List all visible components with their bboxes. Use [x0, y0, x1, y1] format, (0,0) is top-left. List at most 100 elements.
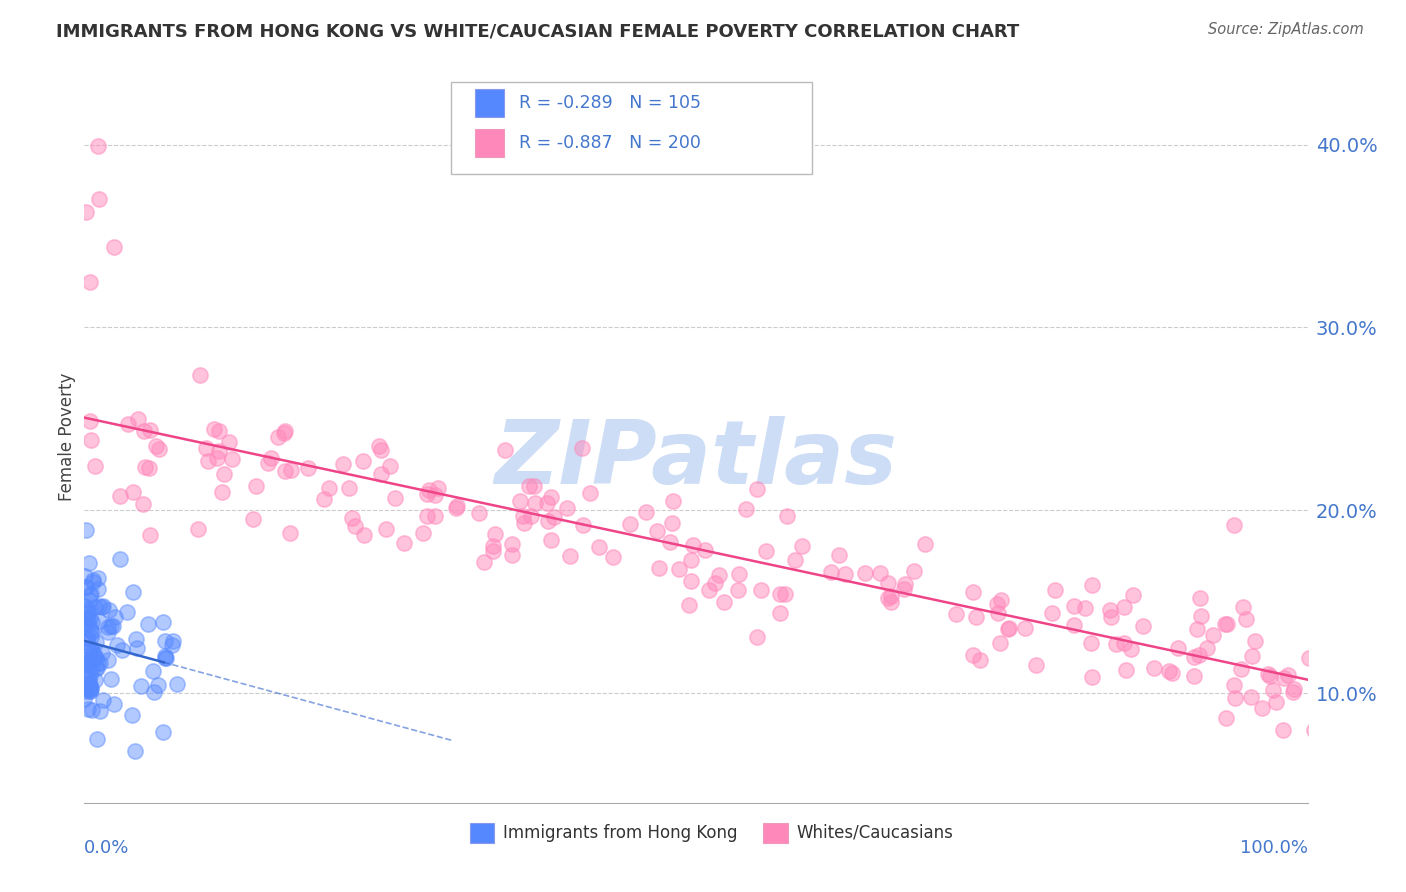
- Point: [82, 645, 104, 659]
- Point: [1187, 648, 1209, 662]
- Point: [1074, 600, 1097, 615]
- Point: [267, 430, 290, 444]
- Point: [343, 519, 366, 533]
- Point: [89, 704, 111, 718]
- Point: [1119, 642, 1142, 657]
- Point: [121, 707, 143, 722]
- Point: [79, 588, 101, 602]
- Point: [105, 638, 128, 652]
- Point: [73, 620, 96, 634]
- Point: [274, 464, 297, 478]
- Point: [1185, 623, 1208, 637]
- Point: [75, 671, 97, 685]
- Point: [879, 590, 901, 604]
- Point: [519, 478, 541, 492]
- Point: [755, 544, 778, 558]
- Point: [77, 702, 100, 716]
- Point: [75, 205, 97, 219]
- Text: Immigrants from Hong Kong: Immigrants from Hong Kong: [503, 824, 737, 842]
- Point: [555, 500, 578, 515]
- Point: [153, 634, 176, 648]
- Point: [187, 522, 209, 536]
- Point: [1302, 723, 1324, 737]
- Text: IMMIGRANTS FROM HONG KONG VS WHITE/CAUCASIAN FEMALE POVERTY CORRELATION CHART: IMMIGRANTS FROM HONG KONG VS WHITE/CAUCA…: [56, 22, 1019, 40]
- Point: [245, 478, 267, 492]
- Point: [77, 681, 100, 696]
- Point: [969, 653, 991, 667]
- Point: [97, 620, 120, 634]
- Point: [1244, 634, 1267, 648]
- Point: [828, 548, 851, 562]
- Point: [73, 692, 96, 706]
- Point: [145, 439, 167, 453]
- Point: [148, 442, 170, 456]
- Point: [86, 571, 108, 585]
- Point: [152, 615, 174, 629]
- Point: [727, 567, 749, 582]
- Point: [134, 459, 156, 474]
- Point: [79, 654, 101, 668]
- Point: [142, 665, 165, 679]
- Point: [87, 582, 110, 596]
- Point: [1157, 664, 1180, 678]
- Point: [444, 500, 467, 515]
- Point: [1272, 723, 1295, 737]
- Point: [100, 673, 122, 687]
- Point: [914, 537, 936, 551]
- Point: [218, 435, 240, 450]
- Point: [425, 508, 447, 523]
- Point: [124, 744, 146, 758]
- Point: [588, 541, 610, 555]
- Point: [332, 458, 354, 472]
- Point: [880, 595, 903, 609]
- Point: [207, 444, 229, 458]
- Point: [682, 538, 704, 552]
- Point: [73, 569, 96, 583]
- Point: [425, 488, 447, 502]
- Point: [79, 622, 101, 636]
- Point: [89, 614, 111, 628]
- Point: [89, 656, 111, 670]
- Point: [769, 606, 792, 620]
- Text: ZIPatlas: ZIPatlas: [495, 416, 897, 502]
- Point: [869, 566, 891, 580]
- Point: [79, 668, 101, 682]
- Point: [474, 555, 496, 569]
- Point: [132, 425, 155, 439]
- Point: [76, 601, 98, 615]
- Point: [110, 551, 132, 566]
- Point: [370, 443, 392, 458]
- Point: [197, 454, 219, 468]
- Point: [703, 575, 725, 590]
- Point: [259, 450, 281, 465]
- Point: [80, 703, 103, 717]
- Point: [536, 495, 558, 509]
- Point: [80, 681, 103, 695]
- Point: [97, 624, 120, 639]
- Point: [484, 527, 506, 541]
- Point: [1115, 663, 1137, 677]
- Point: [75, 683, 97, 698]
- Point: [494, 443, 516, 458]
- Point: [370, 467, 392, 481]
- Point: [76, 655, 98, 669]
- Point: [1195, 640, 1218, 655]
- Point: [986, 597, 1008, 611]
- Point: [1189, 609, 1212, 624]
- Point: [214, 467, 236, 481]
- Point: [513, 516, 536, 530]
- Point: [76, 609, 98, 624]
- Point: [1261, 682, 1284, 697]
- Point: [1215, 711, 1237, 725]
- Point: [520, 509, 543, 524]
- Point: [166, 677, 188, 691]
- Point: [693, 543, 716, 558]
- Point: [820, 566, 842, 580]
- Point: [83, 673, 105, 687]
- Point: [1308, 650, 1330, 665]
- Point: [138, 461, 160, 475]
- FancyBboxPatch shape: [451, 82, 813, 174]
- Point: [221, 451, 243, 466]
- Point: [647, 561, 669, 575]
- Point: [1025, 658, 1047, 673]
